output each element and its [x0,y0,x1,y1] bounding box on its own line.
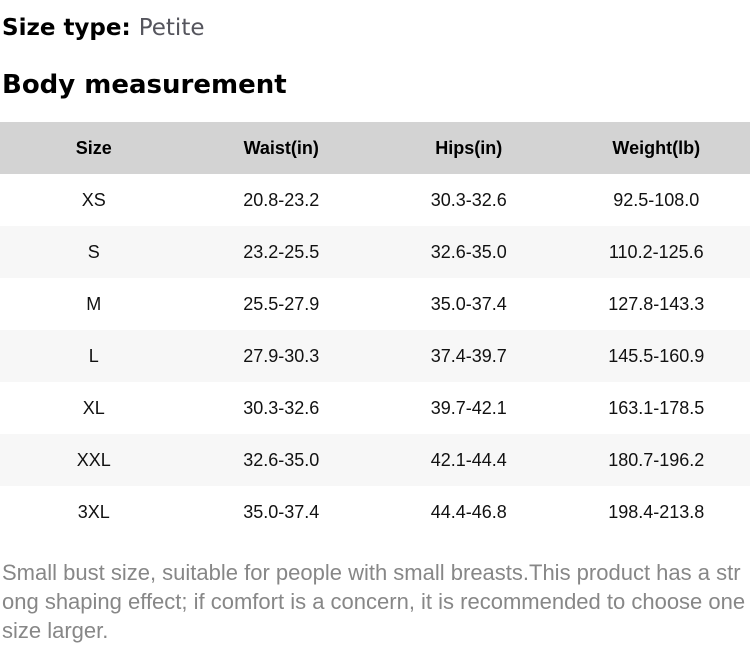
cell-weight: 110.2-125.6 [563,226,750,278]
cell-hips: 35.0-37.4 [375,278,563,330]
cell-weight: 145.5-160.9 [563,330,750,382]
table-row-s: S 23.2-25.5 32.6-35.0 110.2-125.6 [0,226,750,278]
cell-size: 3XL [0,486,188,538]
fit-note: Small bust size, suitable for people wit… [2,558,746,645]
table-row-xxl: XXL 32.6-35.0 42.1-44.4 180.7-196.2 [0,434,750,486]
size-guide-panel: Size type: Petite Body measurement Size … [0,12,750,645]
cell-waist: 30.3-32.6 [188,382,376,434]
cell-size: XXL [0,434,188,486]
cell-size: L [0,330,188,382]
cell-waist: 25.5-27.9 [188,278,376,330]
header-row: Size Waist(in) Hips(in) Weight(lb) [0,122,750,174]
cell-hips: 30.3-32.6 [375,174,563,226]
cell-hips: 42.1-44.4 [375,434,563,486]
cell-hips: 44.4-46.8 [375,486,563,538]
body-measurement-title: Body measurement [2,69,750,101]
table-row-m: M 25.5-27.9 35.0-37.4 127.8-143.3 [0,278,750,330]
table-row-xs: XS 20.8-23.2 30.3-32.6 92.5-108.0 [0,174,750,226]
cell-weight: 127.8-143.3 [563,278,750,330]
cell-waist: 20.8-23.2 [188,174,376,226]
cell-hips: 39.7-42.1 [375,382,563,434]
size-chart-table: Size Waist(in) Hips(in) Weight(lb) XS 20… [0,122,750,538]
cell-waist: 32.6-35.0 [188,434,376,486]
cell-hips: 37.4-39.7 [375,330,563,382]
header-cell-waist: Waist(in) [188,122,376,174]
cell-waist: 23.2-25.5 [188,226,376,278]
size-type-line: Size type: Petite [2,12,750,44]
cell-weight: 198.4-213.8 [563,486,750,538]
cell-weight: 92.5-108.0 [563,174,750,226]
cell-weight: 180.7-196.2 [563,434,750,486]
cell-waist: 35.0-37.4 [188,486,376,538]
size-type-value: Petite [139,15,205,41]
cell-weight: 163.1-178.5 [563,382,750,434]
table-row-l: L 27.9-30.3 37.4-39.7 145.5-160.9 [0,330,750,382]
header-cell-hips: Hips(in) [375,122,563,174]
cell-size: S [0,226,188,278]
cell-size: XL [0,382,188,434]
cell-size: M [0,278,188,330]
table-row-3xl: 3XL 35.0-37.4 44.4-46.8 198.4-213.8 [0,486,750,538]
header-cell-weight: Weight(lb) [563,122,750,174]
size-chart-body: XS 20.8-23.2 30.3-32.6 92.5-108.0 S 23.2… [0,174,750,538]
size-type-label: Size type: [2,15,131,41]
cell-hips: 32.6-35.0 [375,226,563,278]
header-cell-size: Size [0,122,188,174]
table-row-xl: XL 30.3-32.6 39.7-42.1 163.1-178.5 [0,382,750,434]
cell-size: XS [0,174,188,226]
cell-waist: 27.9-30.3 [188,330,376,382]
size-chart-header: Size Waist(in) Hips(in) Weight(lb) [0,122,750,174]
